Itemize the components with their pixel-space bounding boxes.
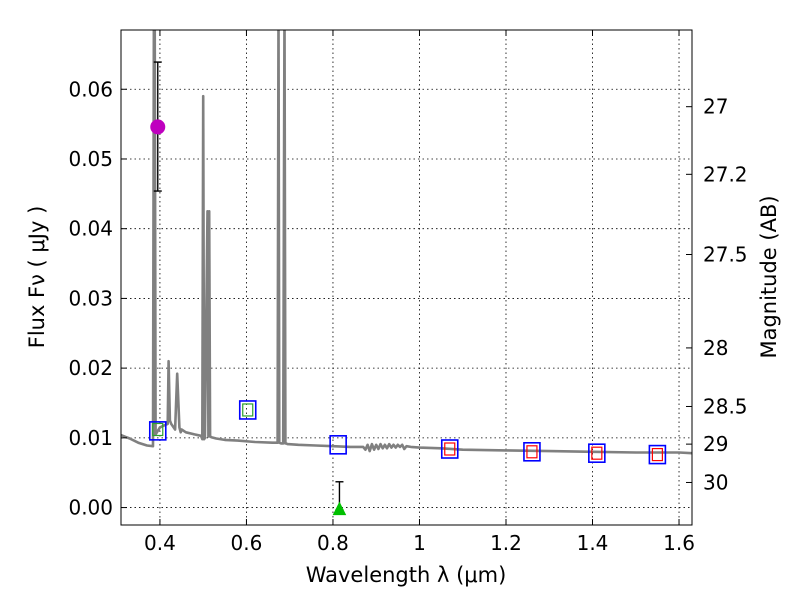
y-tick-label: 0.01 — [68, 426, 113, 450]
y-tick-label: 0.00 — [68, 496, 113, 520]
model-photometry-box — [588, 443, 606, 463]
y-axis-label: Flux Fν ( μJy ) — [25, 206, 49, 349]
y2-tick-label: 27.2 — [703, 162, 748, 186]
model-photometry-box — [523, 441, 541, 462]
synthetic-photometry-box — [152, 422, 164, 437]
synthetic-photometry-box — [591, 446, 603, 460]
model-photometry-box — [440, 439, 459, 459]
model-spectrum-line — [121, 30, 692, 455]
synthetic-photometry-box — [651, 447, 663, 462]
model-photometry-box — [329, 435, 347, 455]
model-photometry-box — [148, 421, 167, 441]
synthetic-photometry-box — [444, 442, 456, 456]
y-tick-label: 0.05 — [68, 147, 113, 171]
x-tick-label: 1 — [413, 531, 426, 555]
x-tick-label: 0.6 — [231, 531, 263, 555]
y2-tick-label: 30 — [703, 470, 728, 494]
data-layer — [121, 30, 692, 516]
synthetic-photometry-box — [242, 403, 254, 417]
x-tick-label: 0.8 — [317, 531, 349, 555]
x-axis-label: Wavelength λ (μm) — [306, 563, 507, 587]
y2-axis-label: Magnitude (AB) — [757, 195, 781, 358]
x-tick-label: 1.4 — [577, 531, 609, 555]
grid — [121, 30, 692, 525]
model-photometry-box — [648, 444, 667, 465]
x-tick-label: 0.4 — [144, 531, 176, 555]
plot-background — [121, 30, 692, 525]
y2-tick-label: 27 — [703, 95, 728, 119]
y-tick-label: 0.04 — [68, 217, 113, 241]
y-tick-label: 0.02 — [68, 356, 113, 380]
y2-tick-label: 27.5 — [703, 242, 748, 266]
y2-tick-label: 28.5 — [703, 394, 748, 418]
x-tick-label: 1.2 — [490, 531, 522, 555]
plot-frame — [120, 29, 693, 526]
y-tick-label: 0.06 — [68, 77, 113, 101]
upper-limit-marker — [332, 501, 347, 516]
axes: 0.4 0.6 0.8 1 1.2 1.4 1.6 0.00 0.01 0.02 0.03 0.04 0… — [68, 30, 748, 555]
model-photometry-box — [238, 400, 257, 420]
y2-tick-label: 28 — [703, 336, 728, 360]
observed-point — [150, 119, 166, 135]
y-tick-label: 0.03 — [68, 286, 113, 310]
y2-tick-label: 29 — [703, 432, 728, 456]
x-tick-label: 1.6 — [663, 531, 695, 555]
synthetic-photometry-box — [526, 445, 538, 459]
